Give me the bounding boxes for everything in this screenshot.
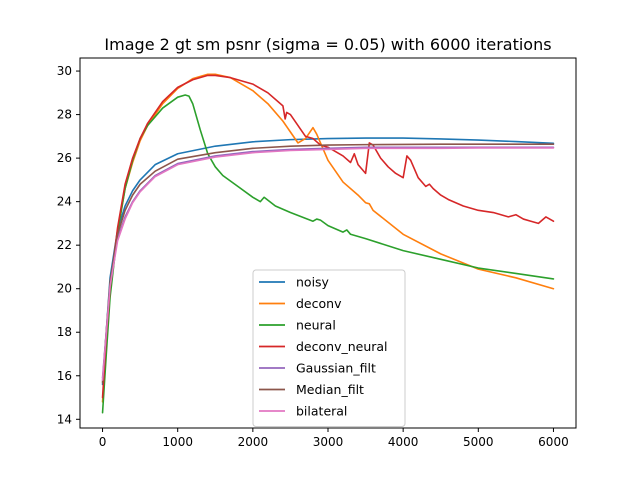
y-tick-label: 24 — [57, 195, 72, 209]
x-tick-label: 4000 — [388, 435, 419, 449]
x-tick-label: 2000 — [238, 435, 269, 449]
series-line-deconv-neural — [101, 74, 555, 399]
y-tick-label: 14 — [57, 412, 72, 426]
y-tick-label: 30 — [57, 64, 72, 78]
x-tick-label: 5000 — [463, 435, 494, 449]
y-tick-label: 22 — [57, 238, 72, 252]
x-tick-label: 6000 — [538, 435, 569, 449]
x-tick-label: 1000 — [162, 435, 193, 449]
chart-title: Image 2 gt sm psnr (sigma = 0.05) with 6… — [104, 35, 551, 54]
legend-label: deconv — [296, 296, 342, 311]
legend-label: bilateral — [296, 404, 347, 419]
y-tick-label: 18 — [57, 325, 72, 339]
legend-label: Gaussian_filt — [296, 361, 376, 376]
legend-box — [252, 269, 406, 427]
x-tick-label: 3000 — [313, 435, 344, 449]
y-tick-label: 28 — [57, 108, 72, 122]
legend-label: neural — [296, 318, 336, 333]
x-tick-label: 0 — [99, 435, 107, 449]
legend-label: noisy — [296, 275, 330, 290]
series-line-median-filt — [101, 143, 555, 384]
legend-label: Median_filt — [296, 382, 364, 397]
series-line-noisy — [101, 137, 555, 386]
y-tick-label: 16 — [57, 369, 72, 383]
y-tick-label: 26 — [57, 151, 72, 165]
legend-label: deconv_neural — [296, 339, 388, 354]
y-tick-label: 20 — [57, 282, 72, 296]
series-line-bilateral — [101, 147, 555, 381]
